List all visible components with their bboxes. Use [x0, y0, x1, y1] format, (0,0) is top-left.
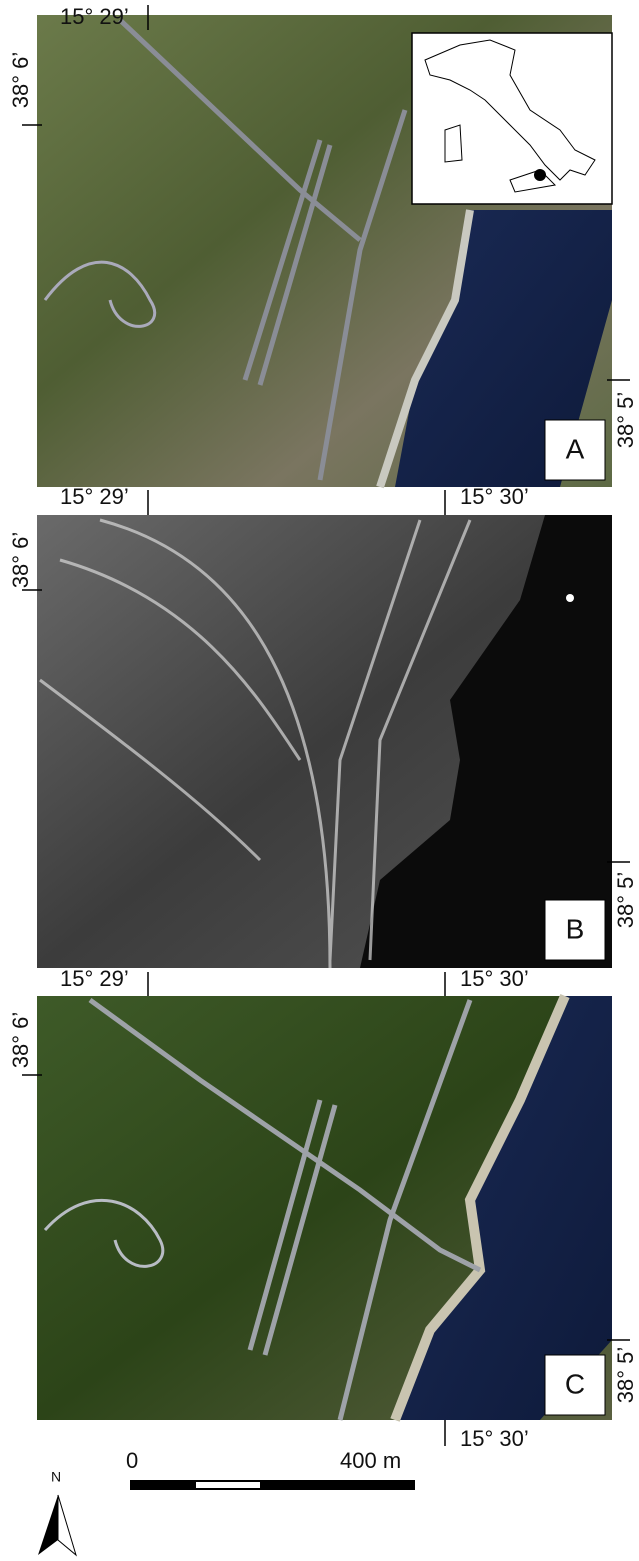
- scale-start: 0: [126, 1448, 138, 1473]
- scale-bar: 0 400 m: [126, 1448, 415, 1490]
- panel-label: B: [566, 913, 585, 944]
- lon-label: 15° 29’: [60, 966, 129, 991]
- lon-label: 15° 30’: [460, 484, 529, 509]
- north-arrow: N: [38, 1469, 76, 1555]
- lat-label: 38° 5’: [613, 1347, 638, 1404]
- lat-label: 38° 5’: [613, 392, 638, 449]
- scale-bar-body: [130, 1480, 415, 1490]
- north-label: N: [51, 1469, 61, 1485]
- arrow-right: [58, 1495, 76, 1555]
- lat-label: 38° 6’: [8, 1012, 33, 1069]
- panel-label: C: [565, 1368, 585, 1399]
- lon-label: 15° 30’: [460, 966, 529, 991]
- lon-label: 15° 30’: [460, 1426, 529, 1451]
- panel-b: B 15° 29’ 15° 30’ 38° 6’ 38° 5’: [8, 484, 638, 968]
- bright-point: [566, 594, 574, 602]
- scale-end: 400 m: [340, 1448, 401, 1473]
- lat-label: 38° 5’: [613, 872, 638, 929]
- arrow-left: [38, 1495, 58, 1555]
- panel-a: A 15° 29’ 38° 6’ 38° 5’: [8, 4, 638, 487]
- lon-label: 15° 29’: [60, 4, 129, 29]
- lon-label: 15° 29’: [60, 484, 129, 509]
- inset-map: [412, 33, 612, 204]
- lat-label: 38° 6’: [8, 52, 33, 109]
- figure: A 15° 29’ 38° 6’ 38° 5’ B 15° 29’ 15° 30…: [0, 0, 639, 1561]
- scale-bar-segment: [196, 1482, 260, 1488]
- panel-c: C 15° 29’ 15° 30’ 38° 6’ 38° 5’ 15° 30’: [8, 966, 638, 1451]
- panel-label: A: [566, 433, 585, 464]
- lat-label: 38° 6’: [8, 532, 33, 589]
- site-marker: [534, 169, 546, 181]
